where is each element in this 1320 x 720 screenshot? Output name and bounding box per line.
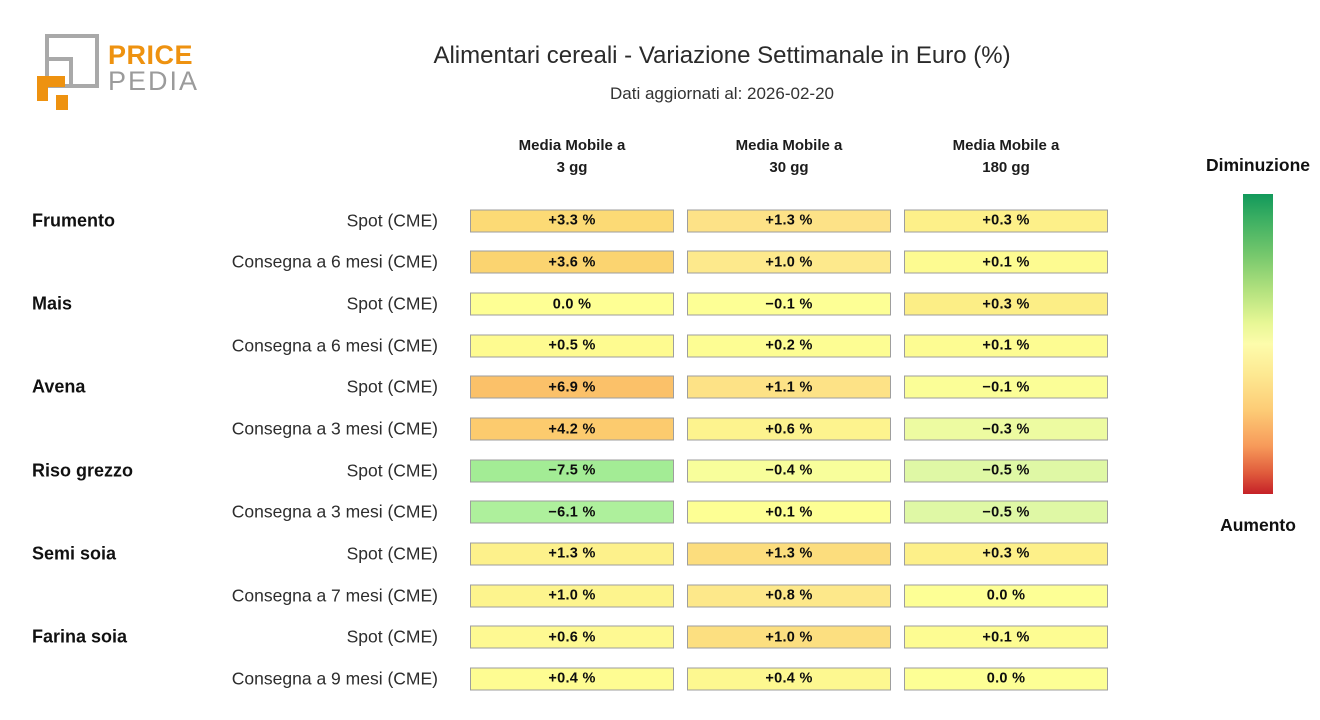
- pricepedia-logo: PRICE PEDIA: [35, 32, 199, 114]
- column-header-line2: 180 gg: [982, 159, 1030, 176]
- column-header-line1: Media Mobile a: [952, 137, 1060, 154]
- value-cell: −0.3 %: [904, 417, 1108, 441]
- logo-pedia-text: PEDIA: [108, 66, 200, 96]
- value-cell: 0.0 %: [904, 667, 1108, 691]
- group-label: Avena: [32, 376, 86, 397]
- value-cell: +0.3 %: [904, 209, 1108, 233]
- table-row: Consegna a 6 mesi (CME) +0.5 % +0.2 % +0…: [0, 325, 1140, 367]
- row-label: Consegna a 7 mesi (CME): [231, 585, 438, 606]
- pricepedia-logo-text: PRICE PEDIA: [108, 40, 200, 96]
- value-cell: +0.1 %: [904, 625, 1108, 649]
- row-label: Consegna a 9 mesi (CME): [231, 668, 438, 689]
- value-cell: +1.0 %: [687, 625, 891, 649]
- value-cell: −0.5 %: [904, 500, 1108, 524]
- row-label: Consegna a 3 mesi (CME): [231, 501, 438, 522]
- group-label: Frumento: [32, 210, 115, 231]
- value-cell: +0.6 %: [687, 417, 891, 441]
- value-cell: +1.3 %: [470, 542, 674, 566]
- table-row: Consegna a 7 mesi (CME) +1.0 % +0.8 % 0.…: [0, 575, 1140, 617]
- row-label: Spot (CME): [346, 376, 438, 397]
- group-label: Semi soia: [32, 543, 117, 564]
- table-row: Mais Spot (CME) 0.0 % −0.1 % +0.3 %: [0, 283, 1140, 325]
- column-header-line2: 30 gg: [769, 159, 809, 176]
- row-label: Spot (CME): [346, 626, 438, 647]
- row-label: Consegna a 6 mesi (CME): [231, 251, 438, 272]
- value-cell: −0.1 %: [904, 375, 1108, 399]
- legend-decrease-label: Diminuzione: [1205, 155, 1311, 175]
- table-row: Farina soia Spot (CME) +0.6 % +1.0 % +0.…: [0, 616, 1140, 658]
- group-label: Farina soia: [32, 626, 128, 647]
- value-cell: +0.4 %: [687, 667, 891, 691]
- value-cell: −0.5 %: [904, 459, 1108, 483]
- heatmap-rows: Frumento Spot (CME) +3.3 % +1.3 % +0.3 %…: [0, 200, 1140, 700]
- value-cell: +1.0 %: [687, 250, 891, 274]
- value-cell: +0.3 %: [904, 292, 1108, 316]
- legend-increase-label: Aumento: [1220, 515, 1296, 535]
- value-cell: +4.2 %: [470, 417, 674, 441]
- value-cell: +3.3 %: [470, 209, 674, 233]
- value-cell: +1.0 %: [470, 584, 674, 608]
- legend-gradient-bar: [1243, 194, 1273, 494]
- value-cell: +0.6 %: [470, 625, 674, 649]
- value-cell: +0.5 %: [470, 334, 674, 358]
- value-cell: +1.3 %: [687, 209, 891, 233]
- column-header-line2: 3 gg: [556, 159, 588, 176]
- table-row: Consegna a 9 mesi (CME) +0.4 % +0.4 % 0.…: [0, 658, 1140, 700]
- value-cell: +0.1 %: [904, 334, 1108, 358]
- logo-price-text: PRICE: [108, 40, 194, 70]
- row-label: Spot (CME): [346, 543, 438, 564]
- group-label: Riso grezzo: [32, 460, 134, 481]
- column-header-30gg: Media Mobile a 30 gg: [687, 135, 891, 179]
- title-block: Alimentari cereali - Variazione Settiman…: [124, 42, 1320, 104]
- value-cell: 0.0 %: [470, 292, 674, 316]
- value-cell: −0.1 %: [687, 292, 891, 316]
- column-header-3gg: Media Mobile a 3 gg: [470, 135, 674, 179]
- row-label: Consegna a 3 mesi (CME): [231, 418, 438, 439]
- value-cell: +0.8 %: [687, 584, 891, 608]
- value-cell: +6.9 %: [470, 375, 674, 399]
- table-row: Consegna a 3 mesi (CME) +4.2 % +0.6 % −0…: [0, 408, 1140, 450]
- value-cell: +1.3 %: [687, 542, 891, 566]
- table-row: Consegna a 6 mesi (CME) +3.6 % +1.0 % +0…: [0, 242, 1140, 284]
- value-cell: +0.3 %: [904, 542, 1108, 566]
- row-label: Spot (CME): [346, 293, 438, 314]
- value-cell: +3.6 %: [470, 250, 674, 274]
- value-cell: 0.0 %: [904, 584, 1108, 608]
- column-header-180gg: Media Mobile a 180 gg: [904, 135, 1108, 179]
- chart-title: Alimentari cereali - Variazione Settiman…: [433, 42, 1011, 69]
- table-row: Frumento Spot (CME) +3.3 % +1.3 % +0.3 %: [0, 200, 1140, 242]
- table-row: Semi soia Spot (CME) +1.3 % +1.3 % +0.3 …: [0, 533, 1140, 575]
- column-header-line1: Media Mobile a: [518, 137, 626, 154]
- value-cell: +1.1 %: [687, 375, 891, 399]
- row-label: Consegna a 6 mesi (CME): [231, 335, 438, 356]
- table-row: Avena Spot (CME) +6.9 % +1.1 % −0.1 %: [0, 367, 1140, 409]
- value-cell: −0.4 %: [687, 459, 891, 483]
- value-cell: −6.1 %: [470, 500, 674, 524]
- table-row: Consegna a 3 mesi (CME) −6.1 % +0.1 % −0…: [0, 491, 1140, 533]
- value-cell: +0.4 %: [470, 667, 674, 691]
- chart-subtitle: Dati aggiornati al: 2026-02-20: [610, 84, 834, 103]
- value-cell: +0.1 %: [687, 500, 891, 524]
- value-cell: +0.1 %: [904, 250, 1108, 274]
- value-cell: −7.5 %: [470, 459, 674, 483]
- column-header-line1: Media Mobile a: [735, 137, 843, 154]
- row-label: Spot (CME): [346, 210, 438, 231]
- table-row: Riso grezzo Spot (CME) −7.5 % −0.4 % −0.…: [0, 450, 1140, 492]
- group-label: Mais: [32, 293, 73, 314]
- row-label: Spot (CME): [346, 460, 438, 481]
- value-cell: +0.2 %: [687, 334, 891, 358]
- pricepedia-logo-icon: [37, 34, 99, 110]
